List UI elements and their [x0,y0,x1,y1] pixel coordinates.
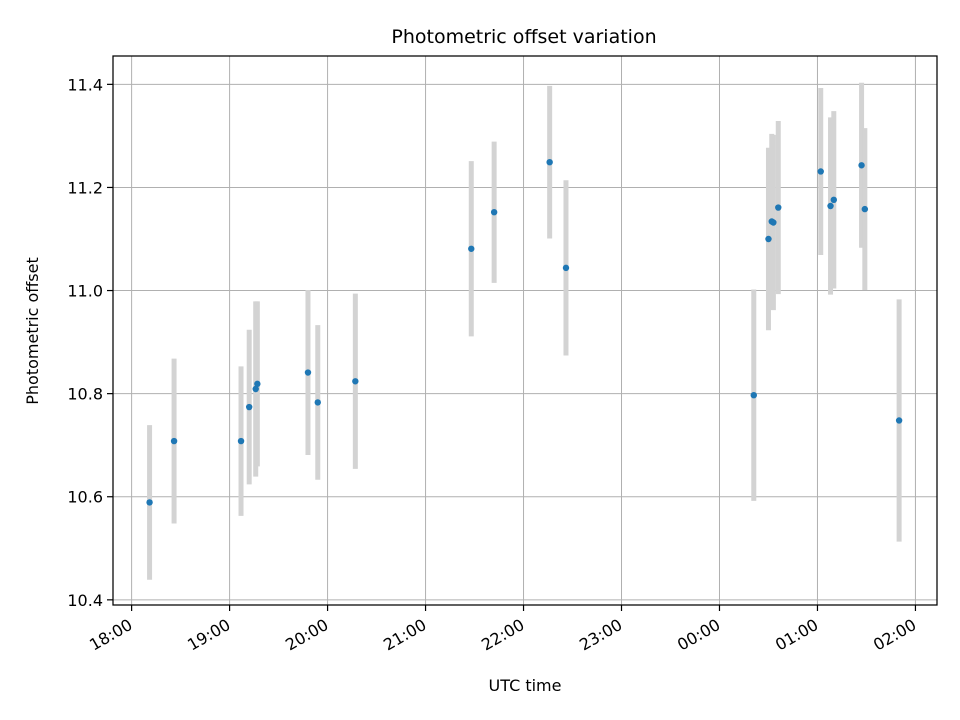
data-point [170,437,178,445]
data-points [146,158,903,506]
data-point [827,202,834,210]
plot-frame [112,55,938,606]
data-point [254,380,261,388]
data-point [314,399,321,406]
data-point [770,219,777,226]
y-tick-label: 10.4 [67,591,103,610]
data-point [562,264,570,272]
data-point [817,168,824,175]
data-point [237,437,245,445]
data-point [830,196,837,204]
data-point [252,385,259,393]
data-point [775,204,782,211]
chart-title: Photometric offset variation [391,26,656,48]
y-tick-label: 10.6 [67,488,103,507]
data-point [858,162,865,169]
data-point [895,417,903,424]
data-point [245,403,253,411]
y-tick-label: 11.2 [67,178,103,197]
x-axis-title: UTC time [489,676,562,695]
y-axis-ticks: 10.4 10.6 10.8 11.0 11.2 11.4 [67,75,113,610]
data-point [352,378,359,385]
data-point [765,235,772,243]
data-point [146,499,153,506]
y-tick-label: 10.8 [67,385,103,404]
data-point [750,391,757,399]
data-point [468,245,475,252]
y-tick-label: 11.4 [67,75,103,94]
data-point [546,158,553,166]
data-point [861,205,869,213]
y-axis-title: Photometric offset [23,257,42,405]
y-tick-label: 11.0 [67,282,103,301]
data-point [304,369,312,376]
data-point [490,208,498,216]
